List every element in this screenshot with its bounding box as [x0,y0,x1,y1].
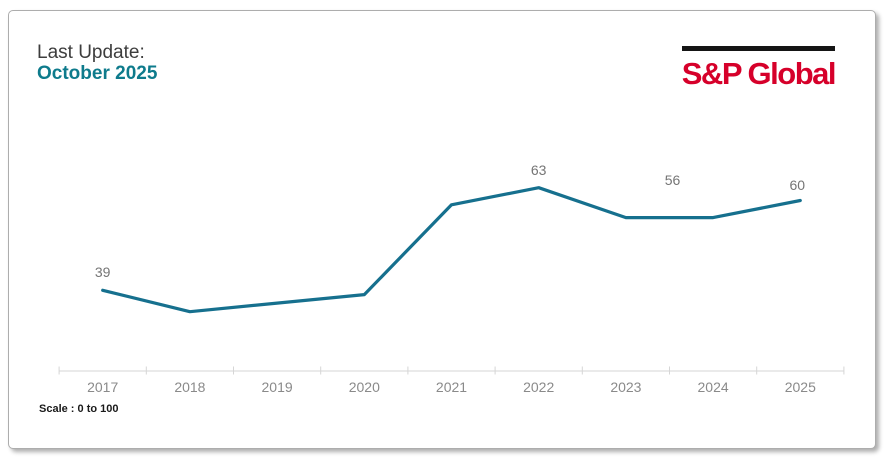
data-point-label: 60 [789,176,806,193]
x-axis-label: 2018 [174,379,206,395]
sp-global-logo: S&P Global [681,46,837,91]
data-point-label: 39 [94,264,111,281]
last-update-block: Last Update: October 2025 [37,42,157,84]
x-axis-label: 2024 [697,379,729,395]
chart-canvas[interactable] [9,11,877,450]
trend-line-chart[interactable]: 2017 2018 2019 2020 2021 2022 2023 2024 2025 39 63… [9,11,877,450]
series-line [101,186,802,314]
x-axis-label: 2019 [261,379,293,395]
last-update-label: Last Update: [37,42,145,63]
last-update-value: October 2025 [37,63,158,84]
report-card: Last Update: October 2025 S&P Global 201… [8,10,876,449]
data-point-label: 56 [664,171,681,188]
x-axis-label: 2022 [523,379,555,395]
x-axis-label: 2023 [610,379,642,395]
scale-note: Scale : 0 to 100 [39,403,119,415]
x-axis-label: 2025 [784,379,816,395]
data-point-label: 63 [530,161,547,178]
logo-wordmark: S&P Global [681,56,837,91]
logo-top-bar [681,46,835,51]
x-axis-label: 2021 [435,379,468,395]
x-axis-label: 2020 [348,379,380,395]
x-axis-label: 2017 [87,379,119,395]
